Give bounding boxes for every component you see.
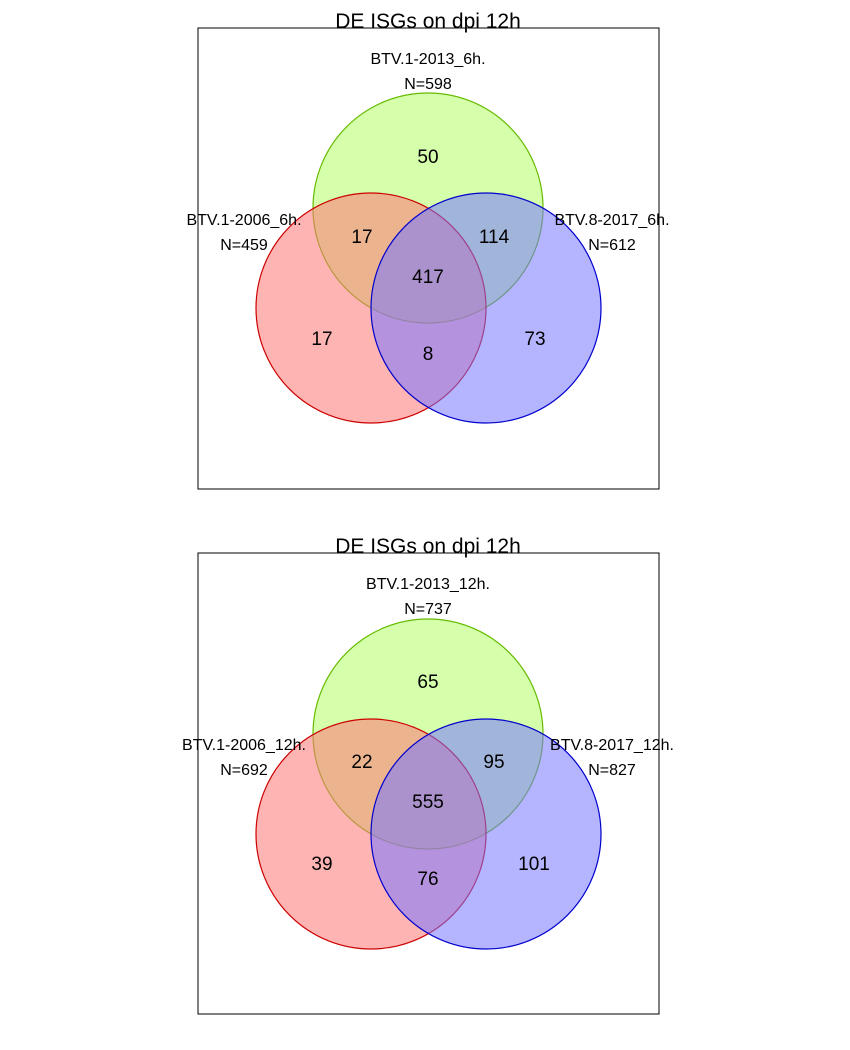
count-top-right: 95	[483, 752, 504, 773]
panel-frame	[197, 27, 660, 490]
count-right-only: 73	[524, 329, 545, 350]
set-label-right-n: N=827	[588, 762, 636, 779]
count-top-right: 114	[479, 227, 510, 248]
set-label-right-n: N=612	[588, 237, 636, 254]
count-left-right: 76	[417, 869, 438, 890]
venn-panel-2: DE ISGs on dpi 12h BTV.1-2013_12h. N=737…	[182, 535, 674, 1015]
set-label-left-name: BTV.1-2006_6h.	[186, 212, 301, 229]
count-top-only: 50	[417, 147, 438, 168]
set-label-right-name: BTV.8-2017_12h.	[550, 737, 674, 754]
set-circle-right	[370, 192, 602, 424]
panel-title: DE ISGs on dpi 12h	[335, 535, 521, 558]
count-right-only: 101	[518, 854, 550, 875]
set-label-left-n: N=692	[220, 762, 268, 779]
count-top-only: 65	[417, 672, 438, 693]
set-label-right-name: BTV.8-2017_6h.	[554, 212, 669, 229]
venn-panel-1: DE ISGs on dpi 12h BTV.1-2013_6h. N=598 …	[186, 10, 670, 490]
panel-frame	[197, 552, 660, 1015]
panel-title: DE ISGs on dpi 12h	[335, 10, 521, 33]
set-label-left-n: N=459	[220, 237, 268, 254]
count-left-right: 8	[423, 344, 434, 365]
set-circle-right	[370, 718, 602, 950]
count-left-only: 39	[311, 854, 332, 875]
count-all: 555	[412, 792, 444, 813]
set-label-left-name: BTV.1-2006_12h.	[182, 737, 306, 754]
count-top-left: 22	[351, 752, 372, 773]
set-label-top-n: N=737	[404, 601, 452, 618]
count-left-only: 17	[311, 329, 332, 350]
set-label-top-name: BTV.1-2013_12h.	[366, 576, 490, 593]
count-top-left: 17	[351, 227, 372, 248]
count-all: 417	[412, 267, 444, 288]
set-label-top-n: N=598	[404, 76, 452, 93]
set-label-top-name: BTV.1-2013_6h.	[370, 51, 485, 68]
